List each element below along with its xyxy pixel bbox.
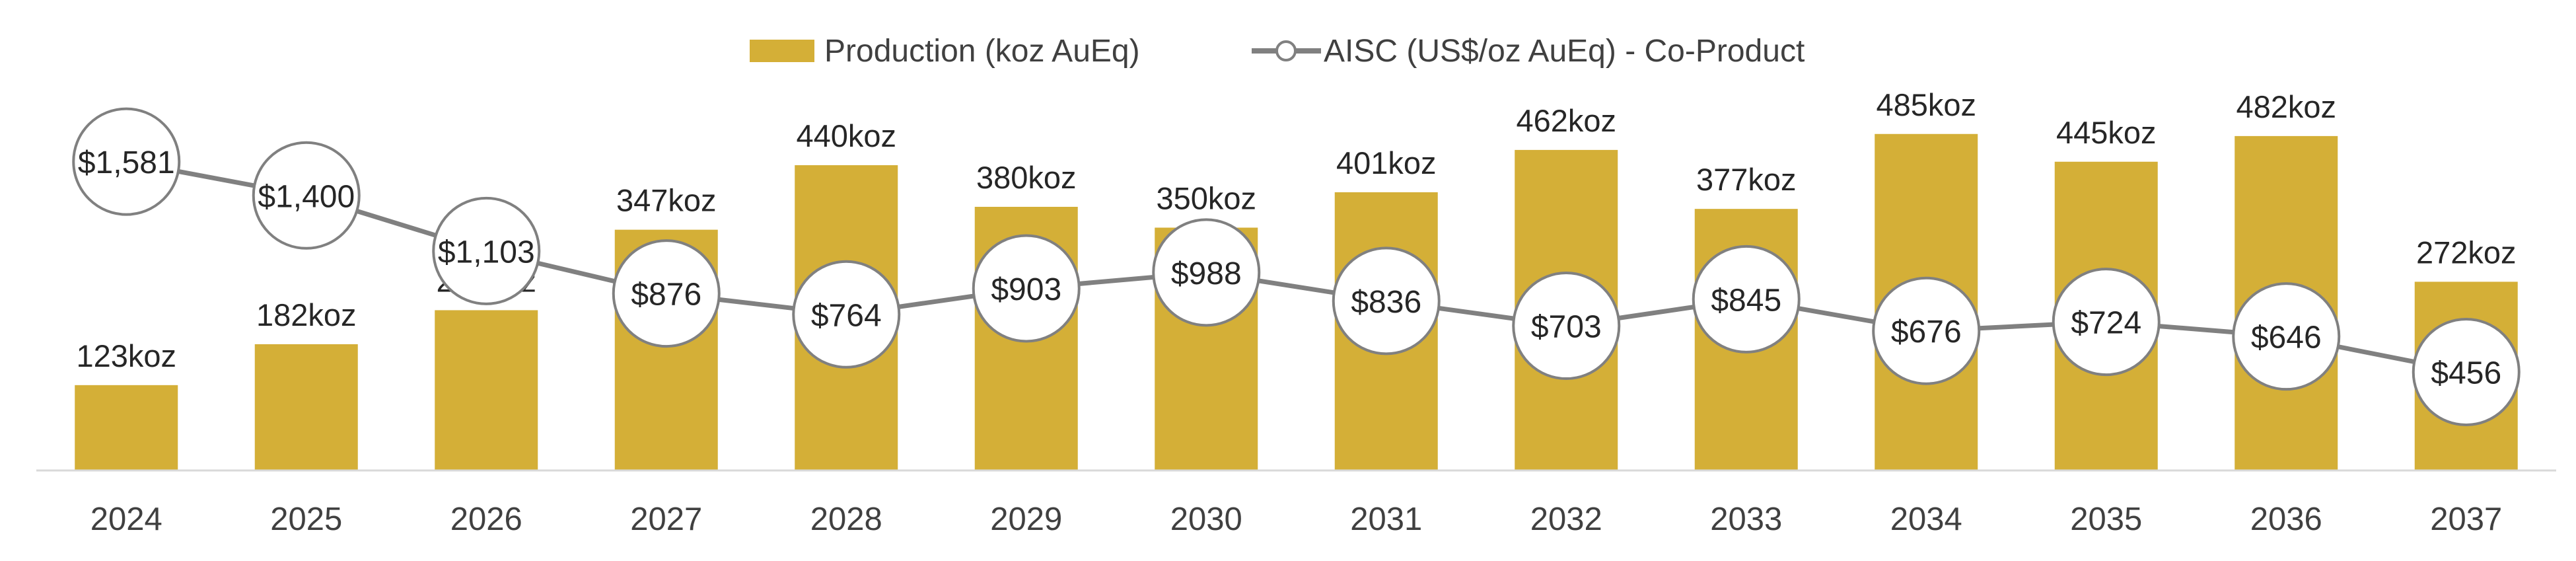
aisc-marker-2026 bbox=[432, 196, 541, 305]
x-tick-2037: 2037 bbox=[2430, 502, 2502, 537]
aisc-marker-2032 bbox=[1512, 272, 1621, 381]
production-bar-2025 bbox=[254, 344, 358, 470]
x-tick-2026: 2026 bbox=[450, 502, 522, 537]
aisc-label-2027: $876 bbox=[631, 278, 701, 313]
x-tick-2033: 2033 bbox=[1710, 502, 1782, 537]
legend-aisc-label: AISC (US$/oz AuEq) - Co-Product bbox=[1324, 34, 1805, 69]
aisc-marker-2029 bbox=[972, 234, 1081, 343]
aisc-label-2024: $1,581 bbox=[78, 145, 175, 180]
aisc-marker-2036 bbox=[2232, 282, 2341, 391]
aisc-marker-2031 bbox=[1332, 246, 1441, 355]
x-tick-2036: 2036 bbox=[2250, 502, 2322, 537]
legend: Production (koz AuEq) AISC (US$/oz AuEq)… bbox=[750, 34, 1805, 69]
production-label-2027: 347koz bbox=[616, 183, 717, 218]
aisc-markers: $1,581 $1,400 $1,103 $876 $764 $903 $988 $836 $7… bbox=[72, 107, 2521, 426]
aisc-label-2036: $646 bbox=[2251, 320, 2322, 355]
x-tick-2035: 2035 bbox=[2070, 502, 2142, 537]
aisc-marker-2035 bbox=[2052, 268, 2161, 377]
x-tick-2031: 2031 bbox=[1350, 502, 1422, 537]
production-label-2031: 401koz bbox=[1336, 145, 1437, 180]
production-label-2029: 380koz bbox=[976, 160, 1077, 195]
x-axis-tick-labels: 2024 2025 2026 2027 2028 2029 2030 2031 2032 2033… bbox=[90, 502, 2503, 537]
production-label-2037: 272koz bbox=[2416, 235, 2517, 270]
aisc-label-2028: $764 bbox=[811, 298, 882, 333]
aisc-marker-2037 bbox=[2412, 317, 2521, 426]
legend-aisc-marker-icon bbox=[1275, 40, 1297, 61]
production-label-2036: 482koz bbox=[2236, 89, 2336, 124]
aisc-label-2029: $903 bbox=[991, 272, 1061, 307]
production-label-2033: 377koz bbox=[1696, 162, 1797, 197]
x-tick-2034: 2034 bbox=[1890, 502, 1962, 537]
production-label-2025: 182koz bbox=[256, 297, 357, 332]
legend-production-label: Production (koz AuEq) bbox=[824, 34, 1140, 69]
production-bar-2024 bbox=[75, 385, 178, 470]
production-label-2032: 462koz bbox=[1516, 103, 1616, 138]
x-tick-2028: 2028 bbox=[810, 502, 882, 537]
aisc-label-2031: $836 bbox=[1351, 285, 1421, 320]
production-label-2024: 123koz bbox=[76, 338, 176, 373]
aisc-marker-2028 bbox=[792, 260, 901, 369]
aisc-marker-2033 bbox=[1692, 244, 1801, 354]
x-tick-2025: 2025 bbox=[270, 502, 342, 537]
aisc-marker-2027 bbox=[612, 239, 721, 348]
x-tick-2024: 2024 bbox=[90, 502, 162, 537]
x-tick-2029: 2029 bbox=[990, 502, 1062, 537]
aisc-label-2030: $988 bbox=[1171, 256, 1242, 291]
production-label-2028: 440koz bbox=[796, 118, 896, 153]
aisc-marker-2030 bbox=[1152, 218, 1261, 327]
aisc-marker-2034 bbox=[1872, 276, 1981, 385]
production-bar-2026 bbox=[435, 310, 538, 470]
x-tick-2027: 2027 bbox=[630, 502, 702, 537]
aisc-marker-2024 bbox=[72, 107, 181, 216]
x-tick-2032: 2032 bbox=[1530, 502, 1602, 537]
production-label-2035: 445koz bbox=[2056, 115, 2157, 150]
aisc-label-2026: $1,103 bbox=[438, 235, 535, 270]
production-label-2034: 485koz bbox=[1876, 87, 1976, 122]
aisc-label-2025: $1,400 bbox=[258, 179, 355, 214]
aisc-label-2033: $845 bbox=[1711, 283, 1781, 318]
legend-production-swatch bbox=[750, 40, 814, 62]
aisc-label-2035: $724 bbox=[2071, 306, 2141, 341]
aisc-label-2034: $676 bbox=[1891, 315, 1962, 350]
aisc-label-2037: $456 bbox=[2431, 355, 2501, 391]
production-label-2030: 350koz bbox=[1156, 181, 1256, 216]
aisc-marker-2025 bbox=[252, 141, 361, 250]
x-tick-2030: 2030 bbox=[1170, 502, 1242, 537]
aisc-label-2032: $703 bbox=[1531, 310, 1602, 345]
